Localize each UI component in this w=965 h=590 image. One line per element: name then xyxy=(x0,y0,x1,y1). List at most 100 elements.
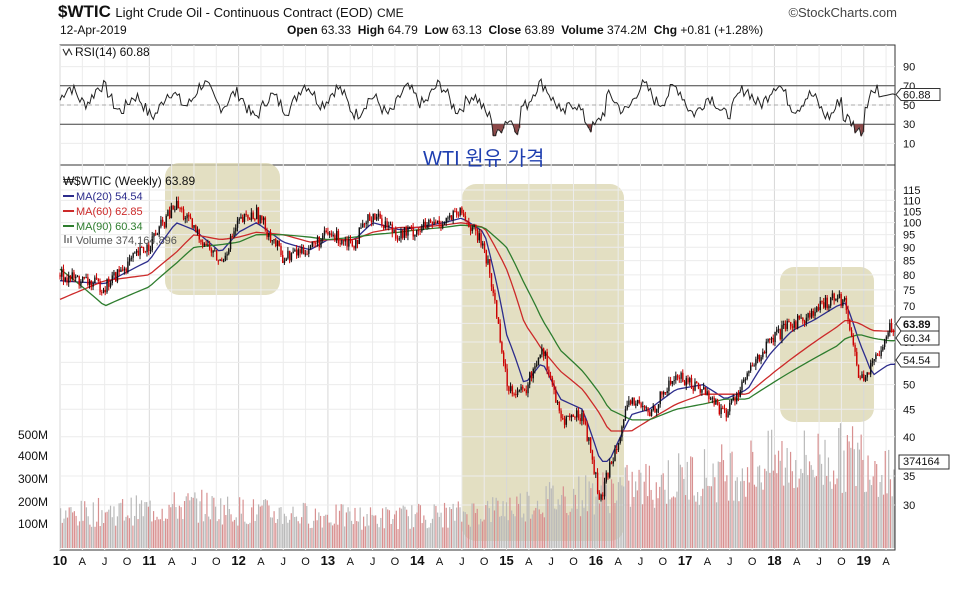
volume-bar xyxy=(566,512,568,548)
volume-bar xyxy=(435,505,437,548)
price-candle-body xyxy=(776,329,778,332)
price-candle-body xyxy=(236,220,239,228)
volume-bar xyxy=(643,481,645,548)
x-tick-label: 12 xyxy=(231,553,245,568)
price-candle-body xyxy=(370,220,373,222)
price-candle-body xyxy=(170,205,173,219)
price-candle-body xyxy=(297,249,300,256)
volume-bar xyxy=(740,481,742,548)
x-tick-label: A xyxy=(168,556,176,568)
volume-bar xyxy=(356,521,358,548)
price-candle-body xyxy=(167,210,169,216)
price-candle-body xyxy=(647,407,649,413)
price-candle-body xyxy=(558,401,561,411)
price-candle-body xyxy=(796,315,799,329)
rsi-line xyxy=(59,78,896,138)
volume-bar xyxy=(593,514,595,548)
volume-bar xyxy=(497,500,499,548)
volume-bar xyxy=(111,517,113,548)
volume-bar xyxy=(715,502,718,548)
price-candle-body xyxy=(549,375,552,378)
price-candle-body xyxy=(572,414,574,417)
volume-bar xyxy=(416,512,418,548)
volume-bar xyxy=(555,509,558,548)
price-candle-body xyxy=(116,269,119,282)
volume-bar xyxy=(495,497,497,548)
volume-bar xyxy=(275,522,277,548)
volume-bar xyxy=(726,475,728,548)
price-candle-body xyxy=(492,286,494,293)
volume-bar xyxy=(147,506,150,548)
price-candle-body xyxy=(624,409,627,420)
price-value-tag xyxy=(895,330,940,346)
volume-bar xyxy=(142,516,144,548)
volume-bar xyxy=(536,500,539,548)
volume-bar xyxy=(848,441,850,548)
volume-bar xyxy=(63,518,65,548)
volume-bar xyxy=(836,478,838,548)
volume-bar xyxy=(457,501,459,548)
price-candle-body xyxy=(537,357,540,365)
volume-bar xyxy=(369,507,372,548)
price-candle-body xyxy=(97,278,100,281)
price-y-tick-label: 75 xyxy=(903,285,915,297)
price-candle-body xyxy=(706,391,708,395)
price-candle-body xyxy=(424,221,427,229)
volume-bar xyxy=(208,516,210,548)
volume-bar xyxy=(499,516,501,548)
x-tick-label: A xyxy=(257,556,265,568)
volume-bar xyxy=(820,463,823,548)
volume-bar xyxy=(597,490,599,548)
volume-bar xyxy=(443,502,446,548)
volume-bar xyxy=(876,464,878,548)
price-candle-body xyxy=(76,276,79,278)
price-candle-body xyxy=(734,396,736,402)
price-candle-body xyxy=(588,437,590,441)
price-candle-body xyxy=(790,322,792,327)
price-candle-body xyxy=(643,405,646,409)
volume-bar xyxy=(144,502,146,548)
volume-bar xyxy=(163,520,165,548)
volume-bar xyxy=(612,483,614,548)
volume-bar xyxy=(476,508,478,548)
x-tick-label: J xyxy=(816,556,822,568)
volume-bar xyxy=(251,507,253,548)
price-candle-body xyxy=(195,225,197,233)
price-candle-body xyxy=(603,481,606,497)
volume-bar xyxy=(137,519,139,548)
price-candle-body xyxy=(502,352,505,364)
price-candle-body xyxy=(374,213,376,220)
price-candle-body xyxy=(816,307,818,312)
price-candle-body xyxy=(318,236,320,248)
price-candle-body xyxy=(196,229,199,233)
price-y-tick-label: 45 xyxy=(903,404,915,416)
volume-bar xyxy=(893,469,895,548)
price-candle-body xyxy=(727,411,729,418)
legend-ma90: MA(90) 60.34 xyxy=(76,221,143,233)
price-y-tick-label: 90 xyxy=(903,242,915,254)
price-candle-body xyxy=(569,415,571,418)
volume-bar xyxy=(647,496,649,548)
x-tick-label: O xyxy=(391,556,400,568)
volume-bar xyxy=(729,453,731,548)
price-candle-body xyxy=(751,365,754,367)
price-candle-body xyxy=(137,250,140,256)
price-candle-body xyxy=(407,228,409,236)
volume-bar xyxy=(123,520,125,548)
price-candle-body xyxy=(743,379,745,382)
volume-bar xyxy=(789,451,792,548)
volume-bar xyxy=(736,477,738,548)
price-candle-body xyxy=(275,239,277,246)
price-candle-body xyxy=(271,240,274,242)
volume-bar xyxy=(500,515,502,548)
volume-bar xyxy=(239,497,241,548)
price-candle-body xyxy=(160,219,162,227)
volume-bar xyxy=(666,503,668,548)
volume-bar xyxy=(648,465,651,548)
volume-bar xyxy=(113,506,115,548)
volume-bar xyxy=(743,480,745,548)
volume-bar xyxy=(609,513,611,548)
x-tick-label: J xyxy=(638,556,644,568)
price-candle-body xyxy=(793,321,795,328)
price-candle-body xyxy=(791,326,794,328)
